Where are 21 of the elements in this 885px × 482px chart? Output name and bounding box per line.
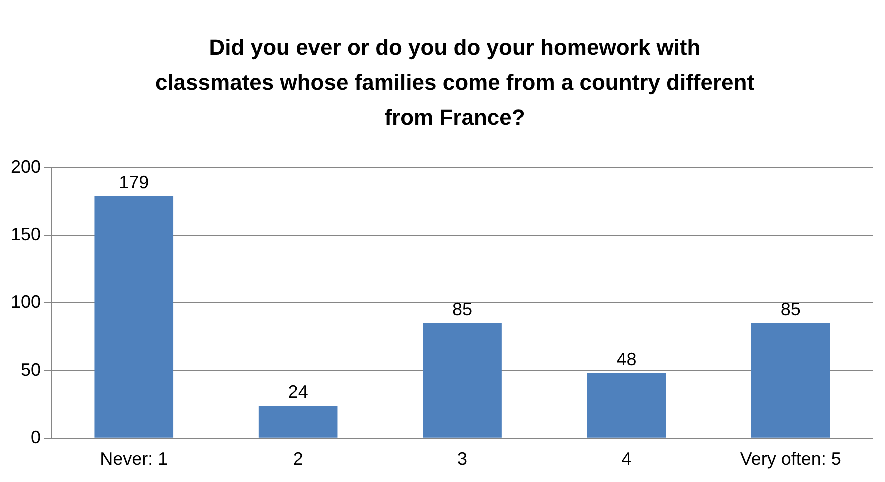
- y-tick-label: 200: [10, 156, 42, 177]
- x-tick-label: 3: [458, 449, 468, 470]
- data-label: 24: [288, 382, 308, 402]
- data-label: 85: [452, 299, 473, 320]
- y-tick-label: 150: [10, 224, 42, 245]
- x-tick-label: Very often: 5: [740, 449, 842, 470]
- x-tick-label: Never: 1: [100, 449, 168, 470]
- x-tick-label: 2: [293, 449, 304, 470]
- bar: [94, 196, 174, 438]
- data-label: 48: [616, 349, 637, 370]
- bar: [587, 374, 666, 438]
- y-tick-label: 50: [21, 360, 42, 380]
- bar: [258, 406, 338, 438]
- data-label: 85: [780, 299, 801, 320]
- x-tick-label: 4: [622, 449, 632, 470]
- data-label: 179: [119, 172, 150, 192]
- bar: [751, 323, 830, 438]
- chart-title: Did you ever or do you do your homework with classmates whose families come from a country different from France?: [154, 34, 756, 132]
- bar: [423, 323, 502, 438]
- y-tick-label: 0: [31, 427, 42, 448]
- y-tick-label: 100: [10, 292, 42, 312]
